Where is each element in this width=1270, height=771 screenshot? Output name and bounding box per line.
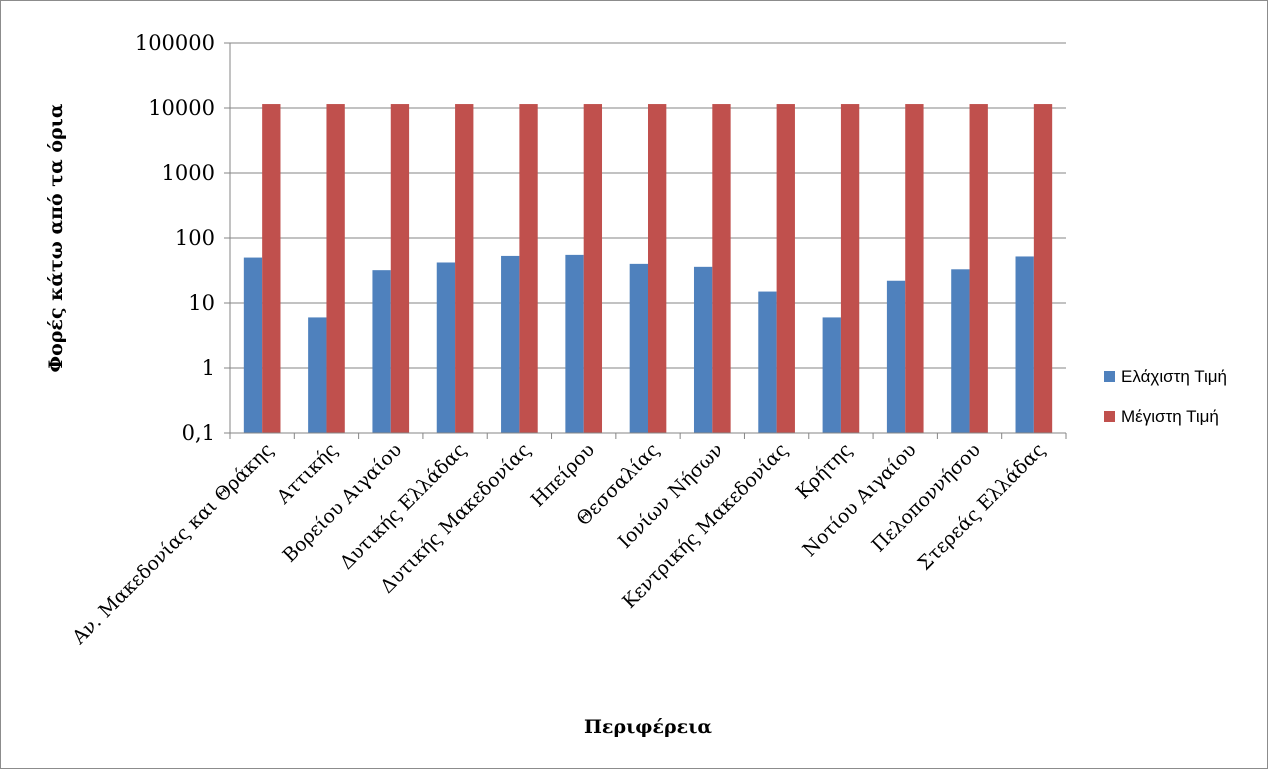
bar-min-value (758, 291, 777, 433)
bar-min-value (951, 269, 970, 433)
bar-max-value (776, 104, 795, 434)
bar-max-value (905, 104, 924, 434)
bar-max-value (326, 104, 345, 434)
x-tick-label: Νοτίου Αιγαίου (799, 439, 921, 561)
bar-min-value (629, 263, 648, 433)
y-tick-label: 1000 (162, 161, 215, 185)
bar-min-value (886, 280, 906, 433)
legend: Ελάχιστη Τιμή Μέγιστη Τιμή (1104, 367, 1227, 426)
x-tick-label: Πελοποννήσου (868, 439, 986, 557)
y-tick-label: 10 (188, 291, 215, 315)
x-tick-label: Στερεάς Ελλάδας (914, 439, 1050, 575)
bar-max-value (262, 104, 281, 434)
y-tick-label: 100 (175, 226, 215, 250)
legend-item-max: Μέγιστη Τιμή (1104, 407, 1219, 426)
bar-max-value (583, 104, 603, 434)
bar-min-value (308, 317, 327, 433)
bar-min-value (243, 257, 263, 433)
y-axis-title: Φορές κάτω από τα όρια (45, 103, 67, 372)
bar-max-value (712, 104, 731, 434)
bar-max-value (969, 104, 988, 434)
bars (243, 104, 1053, 434)
bar-max-value (840, 104, 860, 434)
bar-min-value (565, 254, 584, 433)
bar-max-value (1033, 104, 1053, 434)
bar-min-value (436, 262, 456, 433)
legend-label-max: Μέγιστη Τιμή (1121, 407, 1219, 426)
x-tick-label: Κρήτης (792, 439, 857, 504)
legend-swatch-min (1104, 371, 1115, 382)
x-tick-labels: Αν. Μακεδονίας και ΘράκηςΑττικήςΒορείου … (67, 439, 1049, 649)
bar-min-value (693, 266, 713, 433)
x-axis-title: Περιφέρεια (584, 716, 712, 738)
bar-max-value (648, 104, 667, 434)
legend-label-min: Ελάχιστη Τιμή (1121, 367, 1227, 386)
y-tick-labels: 0,1 1 10 100 1000 10000 100000 (135, 31, 215, 445)
legend-item-min: Ελάχιστη Τιμή (1104, 367, 1227, 386)
x-tick-label: Δυτικής Ελλάδας (336, 439, 471, 574)
x-tick-label: Αν. Μακεδονίας και Θράκης (67, 439, 277, 649)
bar-max-value (455, 104, 474, 434)
x-tick-label: Βορείου Αιγαίου (279, 439, 407, 567)
axes (229, 43, 1066, 434)
bar-max-value (390, 104, 410, 434)
bar-min-value (822, 317, 841, 433)
bar-max-value (519, 104, 538, 434)
bar-min-value (1015, 256, 1034, 433)
legend-swatch-max (1104, 411, 1115, 422)
y-tick-label: 0,1 (182, 421, 215, 445)
bar-min-value (501, 255, 520, 433)
y-tick-label: 10000 (148, 96, 215, 120)
y-tick-label: 100000 (135, 31, 215, 55)
bar-min-value (372, 270, 391, 433)
y-tick-label: 1 (202, 356, 215, 380)
